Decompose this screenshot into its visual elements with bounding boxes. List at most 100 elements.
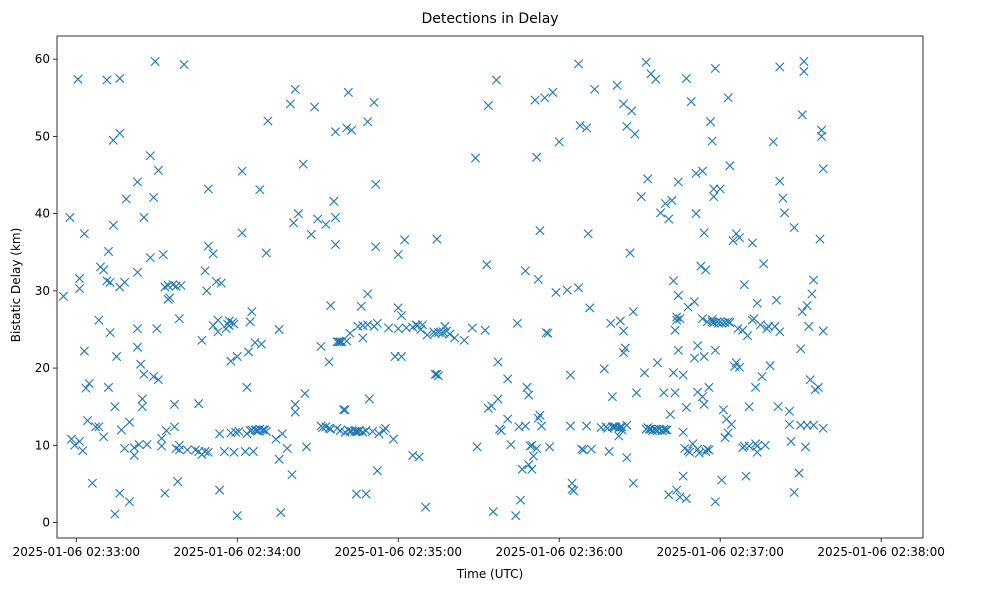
- data-point: [111, 351, 122, 362]
- data-point: [73, 74, 83, 84]
- data-point: [480, 325, 490, 335]
- data-point: [245, 317, 255, 327]
- y-tick-label: 30: [35, 284, 50, 298]
- data-point: [309, 102, 320, 112]
- data-point: [636, 192, 646, 202]
- data-point: [536, 421, 547, 431]
- data-point: [752, 298, 762, 308]
- data-point: [747, 238, 757, 248]
- data-point: [796, 420, 806, 430]
- data-point: [659, 388, 669, 398]
- data-point: [174, 440, 184, 450]
- data-point: [796, 344, 806, 354]
- data-point: [807, 289, 817, 299]
- data-point: [799, 66, 809, 77]
- data-point: [110, 402, 120, 412]
- data-point: [670, 388, 680, 398]
- data-point: [234, 426, 244, 437]
- data-point: [369, 97, 379, 108]
- data-point: [522, 382, 532, 392]
- data-point: [672, 312, 682, 322]
- data-point: [525, 441, 535, 451]
- data-point: [255, 185, 265, 195]
- data-point: [261, 248, 271, 258]
- data-point: [725, 161, 735, 171]
- data-point: [720, 433, 730, 443]
- data-point: [393, 303, 403, 313]
- data-point: [656, 208, 666, 218]
- data-point: [226, 356, 236, 366]
- data-point: [683, 302, 693, 312]
- data-point: [421, 502, 431, 512]
- data-point: [179, 59, 189, 70]
- data-point: [445, 329, 455, 339]
- data-point: [343, 87, 353, 97]
- y-tick-label: 50: [35, 129, 50, 143]
- data-point: [396, 310, 407, 321]
- data-point: [232, 351, 242, 362]
- data-point: [577, 444, 587, 454]
- data-point: [326, 300, 336, 311]
- data-point: [734, 232, 745, 243]
- data-point: [330, 212, 341, 223]
- data-points: [58, 56, 828, 521]
- data-point: [66, 434, 77, 444]
- data-point: [229, 319, 239, 329]
- data-point: [789, 487, 799, 498]
- data-point: [697, 314, 708, 324]
- data-point: [581, 421, 592, 431]
- data-point: [203, 447, 213, 457]
- data-point: [290, 84, 300, 94]
- data-point: [681, 494, 691, 504]
- data-point: [630, 129, 640, 139]
- data-point: [74, 283, 85, 294]
- data-point: [741, 471, 751, 481]
- data-point: [619, 99, 629, 109]
- data-point: [237, 166, 247, 176]
- data-point: [691, 168, 701, 179]
- data-point: [757, 371, 767, 382]
- data-point: [696, 261, 706, 271]
- data-point: [813, 382, 823, 392]
- data-point: [213, 327, 223, 337]
- data-point: [300, 388, 310, 399]
- data-point: [150, 56, 160, 67]
- data-point: [493, 357, 503, 367]
- data-point: [120, 277, 130, 287]
- data-point: [129, 443, 139, 453]
- data-point: [672, 315, 682, 325]
- data-point: [723, 93, 733, 103]
- data-point: [384, 323, 394, 333]
- data-point: [174, 445, 184, 455]
- data-point: [620, 343, 630, 353]
- data-point: [818, 326, 828, 336]
- data-point: [287, 470, 297, 480]
- data-point: [641, 57, 651, 67]
- data-point: [400, 235, 410, 245]
- data-point: [190, 445, 201, 455]
- data-point: [775, 62, 785, 72]
- data-point: [622, 453, 632, 463]
- data-point: [784, 419, 794, 430]
- data-point: [697, 392, 708, 402]
- data-point: [554, 137, 564, 147]
- data-point: [132, 267, 143, 277]
- data-point: [628, 307, 638, 317]
- data-point: [627, 106, 637, 116]
- data-point: [759, 259, 769, 269]
- data-point: [321, 219, 331, 230]
- data-point: [176, 280, 186, 291]
- data-point: [271, 434, 281, 444]
- data-point: [585, 303, 595, 313]
- data-point: [670, 325, 680, 335]
- data-point: [329, 196, 339, 206]
- data-point: [145, 253, 155, 263]
- data-point: [639, 368, 650, 378]
- data-point: [371, 242, 381, 252]
- data-point: [775, 327, 785, 337]
- data-point: [544, 442, 555, 452]
- data-point: [689, 353, 700, 363]
- data-point: [58, 291, 69, 301]
- data-point: [182, 445, 192, 455]
- data-point: [459, 335, 469, 345]
